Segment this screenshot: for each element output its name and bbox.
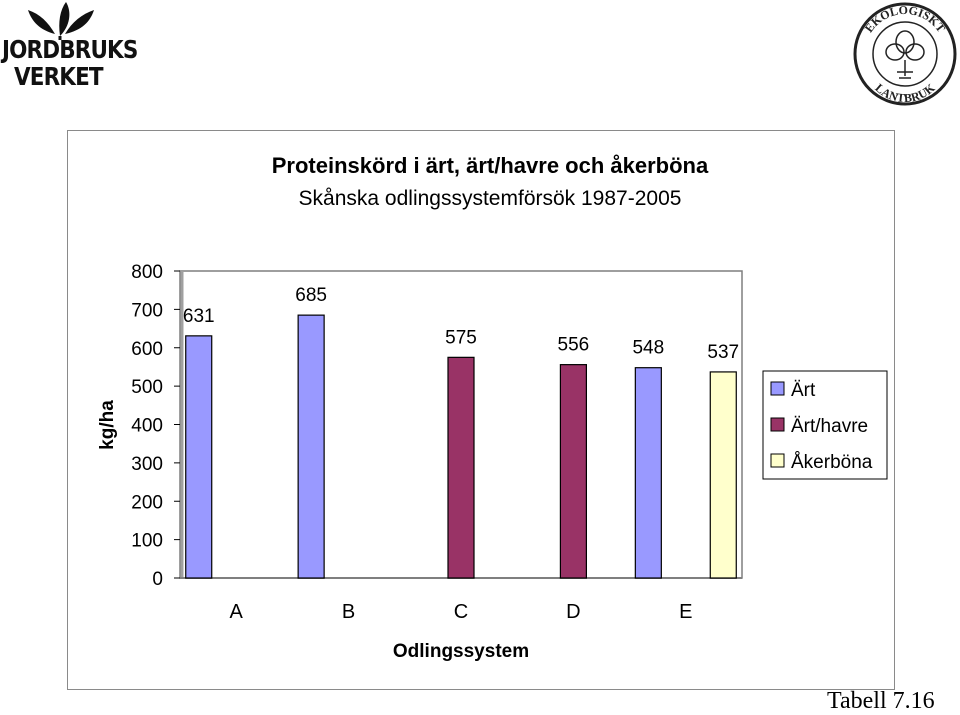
jordbruksverket-logo: JORDBRUKS VERKET — [0, 0, 138, 95]
data-label: 631 — [183, 306, 215, 327]
data-label: 685 — [295, 285, 327, 306]
data-label: 537 — [707, 342, 739, 363]
y-axis-label: kg/ha — [97, 400, 118, 450]
logo-line-2: VERKET — [14, 62, 104, 91]
table-reference: Tabell 7.16 — [827, 688, 935, 714]
x-axis-label: Odlingssystem — [393, 641, 529, 662]
bar-E-Ärt — [634, 367, 662, 579]
chart-subtitle: Skånska odlingssystemförsök 1987-2005 — [298, 187, 682, 210]
legend-label: Ärt — [791, 380, 816, 401]
legend-swatch — [770, 453, 785, 468]
y-tick-label: 400 — [131, 416, 163, 437]
legend-label: Åkerböna — [791, 452, 873, 473]
data-label: 548 — [632, 338, 664, 359]
x-tick-label: B — [342, 601, 355, 623]
bar-A-Ärt — [185, 335, 213, 579]
data-label: 575 — [445, 327, 477, 348]
logo-line-1: JORDBRUKS — [2, 35, 138, 64]
x-tick-label: A — [230, 601, 244, 623]
x-tick-label: D — [566, 601, 580, 623]
ekologiskt-lantbruk-logo: EKOLOGISKT LANTBRUK — [851, 2, 959, 106]
y-tick-label: 800 — [131, 262, 163, 283]
legend-swatch — [770, 417, 785, 432]
y-tick-label: 200 — [131, 492, 163, 513]
y-tick-label: 500 — [131, 377, 163, 398]
leaf-icon — [28, 2, 94, 40]
legend-swatch — [770, 381, 785, 396]
chart-title: Proteinskörd i ärt, ärt/havre och åkerbö… — [271, 153, 709, 178]
y-tick-label: 100 — [131, 531, 163, 552]
bar-D-Ärt/havre — [559, 364, 588, 579]
bar-E-Åkerböna — [709, 371, 737, 579]
bar-B-Ärt — [297, 314, 325, 579]
y-tick-label: 600 — [131, 339, 163, 360]
y-tick-label: 0 — [152, 569, 163, 590]
clover-icon — [885, 30, 925, 79]
y-tick-label: 700 — [131, 300, 163, 321]
bar-C-Ärt/havre — [447, 356, 475, 579]
y-tick-label: 300 — [131, 454, 163, 475]
chart-frame — [67, 130, 895, 690]
data-label: 556 — [558, 335, 590, 356]
x-tick-label: C — [454, 601, 468, 623]
legend-label: Ärt/havre — [791, 416, 868, 437]
x-tick-label: E — [679, 601, 692, 623]
